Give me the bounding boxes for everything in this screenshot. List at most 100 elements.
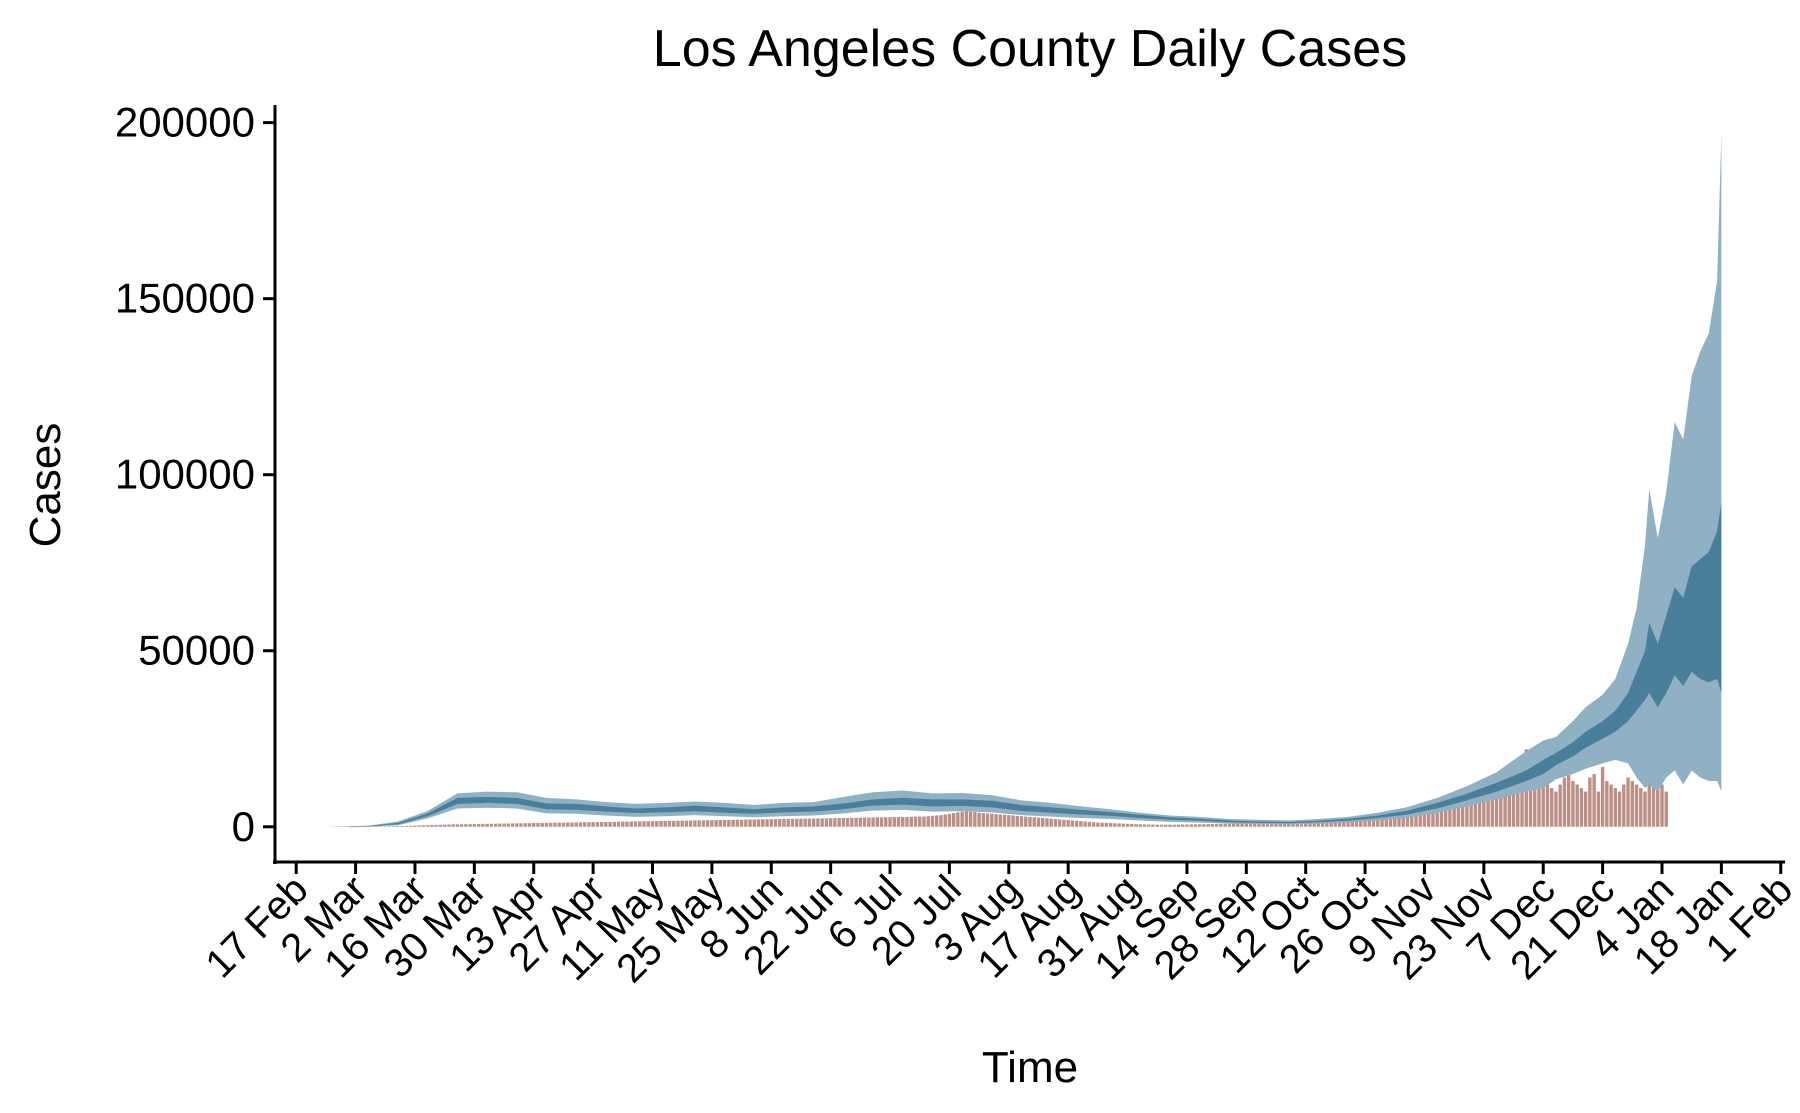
observed-bar (1477, 789, 1482, 827)
observed-bar (434, 824, 438, 827)
observed-bar (1134, 824, 1138, 827)
observed-bar (744, 819, 748, 827)
observed-bar (1558, 784, 1562, 827)
observed-bar (1554, 791, 1558, 827)
observed-bar (1639, 788, 1643, 827)
observed-bar (430, 825, 434, 827)
observed-bar (1664, 791, 1668, 827)
observed-bar (786, 818, 790, 827)
observed-bar (973, 812, 977, 827)
observed-bar (676, 820, 680, 827)
observed-bar (1045, 818, 1049, 827)
observed-bar (625, 821, 629, 827)
observed-bar (913, 816, 918, 827)
observed-bar (934, 815, 939, 827)
observed-bar (1418, 807, 1422, 827)
observed-bar (353, 826, 358, 828)
observed-bar (714, 820, 718, 827)
observed-bar (1164, 824, 1168, 827)
observed-bar (1660, 784, 1664, 827)
observed-bar (879, 817, 884, 827)
observed-bar (1223, 823, 1227, 827)
observed-bar (1588, 777, 1592, 827)
observed-bar (765, 819, 769, 827)
observed-bar (375, 826, 379, 827)
observed-bar (1656, 781, 1660, 827)
observed-bar (816, 818, 820, 827)
observed-bar (582, 822, 587, 827)
observed-bar (1380, 814, 1384, 827)
observed-bar (426, 825, 430, 827)
observed-bar (1600, 766, 1605, 827)
observed-bar (1397, 811, 1401, 827)
observed-bar (1019, 816, 1024, 827)
observed-bar (1312, 820, 1316, 827)
observed-bar (655, 821, 659, 827)
observed-bar (1613, 788, 1618, 827)
observed-bar (612, 821, 617, 827)
y-tick-label: 50000 (138, 627, 255, 674)
observed-bar (1214, 823, 1219, 827)
observed-bar (837, 818, 841, 827)
observed-bar (710, 820, 714, 827)
observed-bar (663, 820, 667, 827)
observed-bar (1456, 797, 1461, 827)
observed-bar (892, 817, 896, 827)
observed-bar (1414, 808, 1418, 827)
observed-bar (1083, 821, 1087, 827)
observed-bar (459, 824, 464, 827)
observed-bar (1617, 791, 1622, 827)
x-axis-title: Time (982, 1043, 1078, 1092)
y-tick-label: 0 (232, 803, 255, 850)
observed-bar (1189, 824, 1193, 827)
observed-bar (693, 820, 697, 827)
observed-bar (909, 816, 913, 827)
observed-bar (1193, 824, 1198, 827)
observed-bar (1091, 822, 1096, 827)
observed-bar (672, 820, 676, 827)
observed-bar (557, 822, 561, 827)
observed-bar (939, 815, 943, 827)
observed-bar (854, 817, 858, 827)
observed-bar (1541, 781, 1545, 827)
observed-bar (1028, 816, 1032, 827)
y-tick-label: 100000 (115, 451, 255, 498)
observed-bar (413, 825, 417, 827)
observed-bar (981, 813, 986, 827)
observed-bar (922, 816, 926, 827)
observed-bar (1622, 784, 1626, 827)
observed-bar (476, 823, 481, 827)
observed-bar (1104, 822, 1109, 827)
observed-bar (820, 818, 824, 827)
observed-bar (464, 824, 468, 827)
observed-bar (451, 824, 455, 827)
observed-bar (1422, 806, 1427, 827)
observed-bar (1363, 816, 1367, 827)
observed-bar (790, 818, 795, 827)
observed-bar (442, 824, 447, 827)
observed-bar (722, 819, 727, 827)
observed-bar (498, 823, 502, 827)
observed-bar (1138, 824, 1142, 827)
observed-bar (930, 815, 935, 827)
observed-bar (1634, 784, 1639, 827)
observed-bar (680, 820, 684, 827)
observed-bar (1507, 777, 1511, 827)
observed-bar (472, 824, 477, 827)
observed-bar (1168, 824, 1172, 827)
observed-bar (1036, 817, 1041, 827)
observed-bar (1155, 824, 1159, 827)
observed-bar (1087, 821, 1092, 827)
observed-bar (1299, 821, 1304, 827)
observed-bar (871, 817, 875, 827)
observed-bar (964, 810, 969, 827)
observed-bar (756, 819, 761, 827)
observed-bar (1079, 821, 1083, 827)
observed-bar (888, 817, 892, 827)
observed-bar (1074, 820, 1079, 827)
observed-bar (799, 818, 803, 827)
observed-bar (1575, 784, 1579, 827)
observed-bar (532, 823, 536, 827)
observed-bar (1550, 788, 1554, 827)
observed-bar (638, 821, 642, 827)
